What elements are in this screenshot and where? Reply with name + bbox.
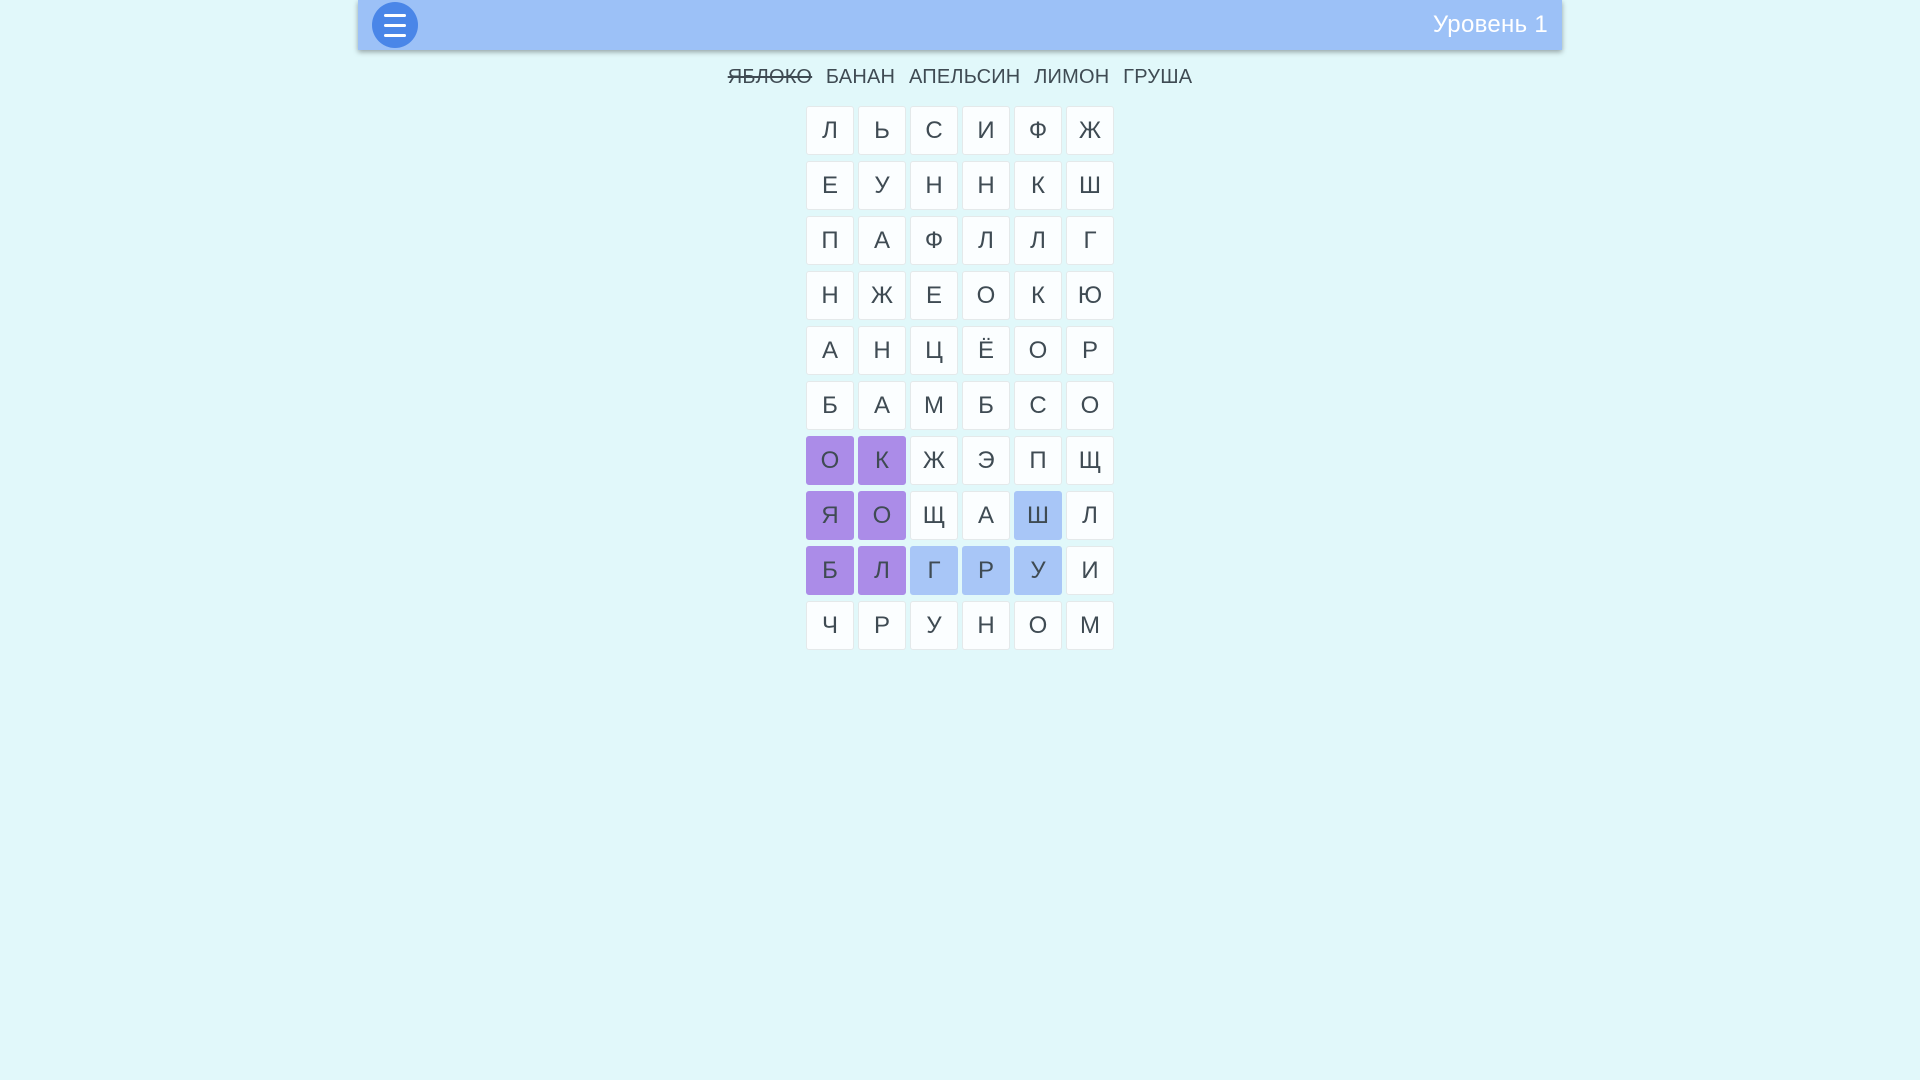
word-item: ЯБЛОКО [727,66,813,88]
grid-cell[interactable]: Р [858,601,906,650]
grid-cell[interactable]: А [962,491,1010,540]
grid-cell[interactable]: Ш [1014,491,1062,540]
grid-cell[interactable]: О [858,491,906,540]
grid-cell[interactable]: Ж [858,271,906,320]
word-item: БАНАН [825,66,896,88]
grid-cell[interactable]: Ш [1066,161,1114,210]
header-bar: Уровень 1 [358,0,1562,50]
grid-cell[interactable]: Б [962,381,1010,430]
grid-cell[interactable]: О [1014,601,1062,650]
grid-cell[interactable]: Н [910,161,958,210]
grid-cell[interactable]: О [1066,381,1114,430]
grid-cell[interactable]: М [1066,601,1114,650]
grid-cell[interactable]: С [1014,381,1062,430]
grid-cell[interactable]: Ю [1066,271,1114,320]
grid-cell[interactable]: Л [858,546,906,595]
grid-cell[interactable]: Н [962,161,1010,210]
grid-cell[interactable]: К [1014,271,1062,320]
word-item: АПЕЛЬСИН [908,66,1021,88]
grid-cell[interactable]: А [858,216,906,265]
grid-cell[interactable]: Б [806,546,854,595]
grid-cell[interactable]: Р [1066,326,1114,375]
grid-cell[interactable]: Г [1066,216,1114,265]
grid-cell[interactable]: А [806,326,854,375]
grid-cell[interactable]: Ц [910,326,958,375]
grid-cell[interactable]: Н [962,601,1010,650]
grid-cell[interactable]: П [806,216,854,265]
level-title: Уровень 1 [1432,11,1548,38]
menu-button[interactable] [372,2,418,48]
grid-cell[interactable]: У [858,161,906,210]
word-list: ЯБЛОКО БАНАН АПЕЛЬСИН ЛИМОН ГРУША [358,66,1562,89]
hamburger-icon [384,10,406,40]
grid-cell[interactable]: Ж [1066,106,1114,155]
grid-cell[interactable]: Ж [910,436,958,485]
grid-cell[interactable]: Щ [910,491,958,540]
grid-cell[interactable]: Я [806,491,854,540]
grid-cell[interactable]: С [910,106,958,155]
grid-cell[interactable]: Л [1066,491,1114,540]
grid-cell[interactable]: И [1066,546,1114,595]
grid-cell[interactable]: Щ [1066,436,1114,485]
grid-cell[interactable]: У [1014,546,1062,595]
grid-cell[interactable]: А [858,381,906,430]
grid-cell[interactable]: Э [962,436,1010,485]
grid-cell[interactable]: Р [962,546,1010,595]
grid-cell[interactable]: Л [1014,216,1062,265]
grid-cell[interactable]: О [806,436,854,485]
grid-cell[interactable]: У [910,601,958,650]
grid-cell[interactable]: М [910,381,958,430]
grid-cell[interactable]: И [962,106,1010,155]
grid-cell[interactable]: Ь [858,106,906,155]
grid-cell[interactable]: Г [910,546,958,595]
grid-cell[interactable]: К [858,436,906,485]
grid-cell[interactable]: Н [858,326,906,375]
grid-cell[interactable]: Н [806,271,854,320]
grid-cell[interactable]: О [962,271,1010,320]
grid-cell[interactable]: О [1014,326,1062,375]
grid-cell[interactable]: Е [806,161,854,210]
grid-cell[interactable]: Е [910,271,958,320]
grid-cell[interactable]: Ё [962,326,1010,375]
grid-cell[interactable]: Ф [1014,106,1062,155]
grid-cell[interactable]: Л [962,216,1010,265]
grid-cell[interactable]: П [1014,436,1062,485]
grid-cell[interactable]: Ф [910,216,958,265]
word-item: ГРУША [1123,66,1193,88]
word-item: ЛИМОН [1034,66,1110,88]
app-container: Уровень 1 ЯБЛОКО БАНАН АПЕЛЬСИН ЛИМОН ГР… [358,0,1562,650]
grid-cell[interactable]: Ч [806,601,854,650]
grid-cell[interactable]: Б [806,381,854,430]
grid-cell[interactable]: К [1014,161,1062,210]
grid-cell[interactable]: Л [806,106,854,155]
